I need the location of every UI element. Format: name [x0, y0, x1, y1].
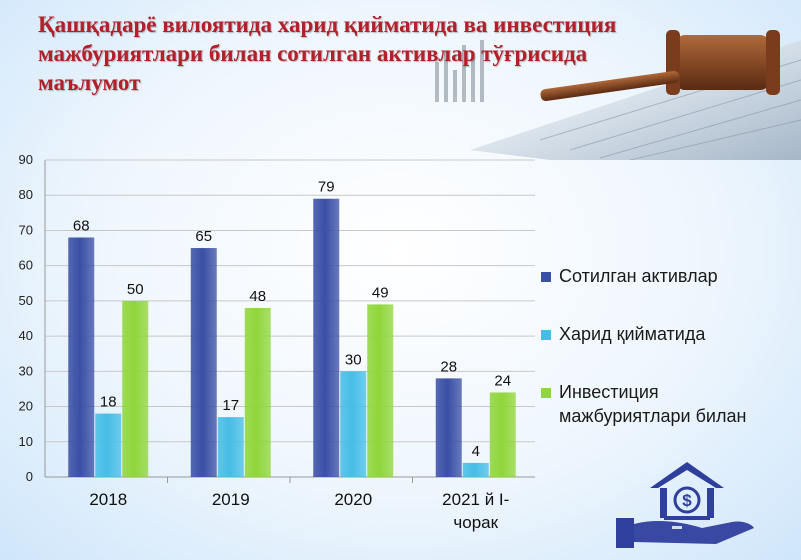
bar — [244, 307, 271, 477]
y-tick-label: 80 — [19, 187, 33, 202]
bar — [122, 300, 149, 477]
data-label: 65 — [195, 228, 212, 245]
gavel-keyboard-decoration — [435, 30, 801, 160]
data-label: 48 — [249, 288, 266, 305]
svg-text:$: $ — [682, 491, 692, 510]
legend-label: Сотилган активлар — [559, 266, 718, 286]
y-tick-label: 0 — [26, 469, 33, 484]
bar — [340, 371, 367, 477]
legend-label: Инвестиция мажбуриятлари билан — [559, 382, 747, 426]
legend-swatch — [541, 388, 551, 398]
y-tick-label: 30 — [19, 363, 33, 378]
data-label: 68 — [73, 217, 90, 234]
bar — [489, 392, 516, 477]
legend-item: Инвестиция мажбуриятлари билан — [541, 380, 791, 428]
bar — [217, 417, 244, 477]
data-label: 4 — [472, 443, 480, 460]
bar — [462, 462, 489, 477]
legend-item: Сотилган активлар — [541, 264, 791, 288]
legend-item: Харид қийматида — [541, 322, 791, 346]
data-label: 79 — [318, 179, 335, 196]
bar — [95, 413, 122, 477]
x-tick-label: 2018 — [89, 490, 127, 509]
x-tick-label: 2021 й I- — [442, 490, 509, 509]
house-money-hand-icon: $ — [616, 462, 754, 548]
x-tick-label: 2020 — [334, 490, 372, 509]
data-label: 50 — [127, 281, 144, 298]
bar — [313, 198, 340, 477]
y-tick-label: 70 — [19, 222, 33, 237]
y-tick-label: 50 — [19, 293, 33, 308]
data-label: 18 — [100, 394, 117, 411]
bar — [68, 237, 95, 477]
data-label: 30 — [345, 351, 362, 368]
data-label: 24 — [494, 372, 511, 389]
bar — [367, 304, 394, 477]
y-tick-label: 90 — [19, 152, 33, 167]
data-label: 28 — [440, 358, 457, 375]
bar — [435, 378, 462, 477]
y-tick-label: 60 — [19, 258, 33, 273]
y-tick-label: 10 — [19, 434, 33, 449]
data-label: 17 — [222, 397, 239, 414]
legend-swatch — [541, 272, 551, 282]
y-tick-label: 20 — [19, 399, 33, 414]
x-tick-label: 2019 — [212, 490, 250, 509]
data-label: 49 — [372, 284, 389, 301]
y-tick-label: 40 — [19, 328, 33, 343]
bar — [190, 248, 217, 477]
x-tick-label: чорак — [453, 513, 498, 532]
legend-label: Харид қийматида — [559, 324, 706, 344]
legend-swatch — [541, 330, 551, 340]
chart-title: Қашқадарё вилоятида харид қийматида ва и… — [38, 12, 617, 95]
